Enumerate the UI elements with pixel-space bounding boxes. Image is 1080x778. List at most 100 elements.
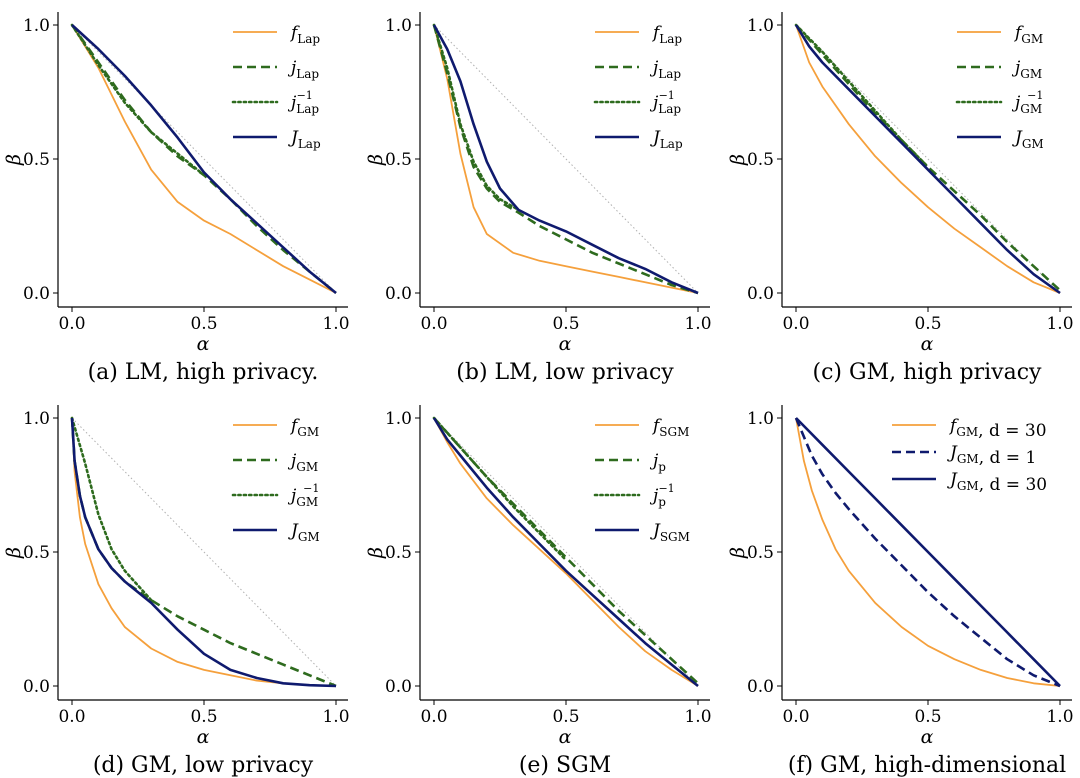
series-line-2 xyxy=(794,417,1061,688)
legend-label: JGM, d = 30 xyxy=(947,470,1047,495)
legend-label: fLap xyxy=(651,23,682,46)
legend: fSGM jp jp−1 JSGM xyxy=(593,416,690,544)
reference-diagonal xyxy=(433,24,699,294)
chart-panel-1: 0.0 0.5 1.0 0.0 0.5 1.0 α β fLap jLap jLap−1 JLap (a… xyxy=(3,12,350,385)
x-axis-label: α xyxy=(921,333,934,355)
y-tick-label: 1.0 xyxy=(747,409,774,429)
x-tick-label: 0.5 xyxy=(190,707,217,727)
legend-label: jGM xyxy=(1011,58,1042,81)
legend: fGM jGM jGM−1 JGM xyxy=(231,416,320,544)
x-axis-label: α xyxy=(559,333,572,355)
y-axis-label: β xyxy=(3,547,25,559)
x-tick-label: 1.0 xyxy=(322,314,349,334)
series-line-4 xyxy=(432,417,699,688)
panel-caption: (c) GM, high privacy xyxy=(813,360,1043,385)
x-tick-label: 1.0 xyxy=(1046,314,1073,334)
x-tick-label: 1.0 xyxy=(684,707,711,727)
reference-diagonal xyxy=(795,24,1061,294)
panel-caption: (a) LM, high privacy. xyxy=(88,360,319,385)
chart-panel-2: 0.0 0.5 1.0 0.0 0.5 1.0 α β fLap jLap jLap−1 JLap (b… xyxy=(365,12,712,385)
series-line-2 xyxy=(433,417,699,685)
legend-label: fGM xyxy=(1013,23,1043,46)
legend-label: jGM−1 xyxy=(287,482,319,509)
x-tick-label: 0.5 xyxy=(914,314,941,334)
panel-caption: (f) GM, high-dimensional xyxy=(788,753,1066,778)
y-tick-label: 1.0 xyxy=(385,409,412,429)
x-tick-label: 0.0 xyxy=(782,707,809,727)
y-tick-label: 1.0 xyxy=(23,409,50,429)
legend-label: fSGM xyxy=(651,416,689,439)
series-line-1 xyxy=(433,417,699,687)
y-tick-label: 0.0 xyxy=(747,284,774,304)
legend: fLap jLap jLap−1 JLap xyxy=(231,23,321,151)
legend-label: jLap xyxy=(649,58,681,81)
series-line-3 xyxy=(794,23,930,169)
reference-diagonal xyxy=(433,417,699,687)
legend-label: jp xyxy=(649,451,666,474)
series-line-1 xyxy=(795,417,1061,687)
legend-label: jLap−1 xyxy=(287,89,319,116)
y-tick-label: 0.5 xyxy=(23,150,50,170)
y-tick-label: 0.5 xyxy=(23,543,50,563)
x-axis-label: α xyxy=(197,726,210,748)
legend: fGM jGM jGM−1 JGM xyxy=(955,23,1044,151)
y-tick-label: 0.0 xyxy=(23,677,50,697)
x-tick-label: 0.0 xyxy=(420,707,447,727)
y-tick-label: 1.0 xyxy=(23,16,50,36)
x-tick-label: 1.0 xyxy=(684,314,711,334)
x-axis-label: α xyxy=(559,726,572,748)
legend: fLap jLap jLap−1 JLap xyxy=(593,23,683,151)
legend-label: fGM xyxy=(289,416,319,439)
reference-diagonal xyxy=(71,24,337,294)
x-tick-label: 0.0 xyxy=(420,314,447,334)
y-axis-label: β xyxy=(3,154,25,166)
series-line-2 xyxy=(795,24,1061,292)
x-tick-label: 0.0 xyxy=(782,314,809,334)
series-line-3 xyxy=(70,416,153,602)
y-tick-label: 1.0 xyxy=(747,16,774,36)
series-line-3 xyxy=(432,23,520,212)
legend-label: jLap−1 xyxy=(649,89,681,116)
x-tick-label: 0.0 xyxy=(58,707,85,727)
series-line-3 xyxy=(795,417,1061,687)
x-axis-label: α xyxy=(921,726,934,748)
panel-caption: (e) SGM xyxy=(519,753,611,778)
series-line-4 xyxy=(794,24,1061,295)
legend-label: jp−1 xyxy=(649,482,675,509)
y-tick-label: 0.0 xyxy=(747,677,774,697)
x-tick-label: 0.5 xyxy=(552,314,579,334)
y-tick-label: 0.5 xyxy=(747,150,774,170)
chart-panel-5: 0.0 0.5 1.0 0.0 0.5 1.0 α β fSGM jp jp−1 JSGM (e) SG… xyxy=(365,405,712,778)
chart-panel-3: 0.0 0.5 1.0 0.0 0.5 1.0 α β fGM jGM jGM−1 JGM (c) GM… xyxy=(727,12,1074,385)
series-line-4 xyxy=(432,24,699,295)
y-axis-label: β xyxy=(365,154,387,166)
x-tick-label: 0.5 xyxy=(914,707,941,727)
legend-label: jLap xyxy=(287,58,319,81)
y-tick-label: 0.5 xyxy=(385,150,412,170)
legend-label: JGM xyxy=(1012,128,1044,151)
x-tick-label: 1.0 xyxy=(322,707,349,727)
y-axis-label: β xyxy=(365,547,387,559)
x-tick-label: 0.0 xyxy=(58,314,85,334)
legend-label: JGM xyxy=(288,521,320,544)
chart-panel-4: 0.0 0.5 1.0 0.0 0.5 1.0 α β fGM jGM jGM−1 JGM (d) GM… xyxy=(3,405,350,778)
series-line-4 xyxy=(70,417,337,688)
x-axis-label: α xyxy=(197,333,210,355)
legend-label: fLap xyxy=(289,23,320,46)
series-line-3 xyxy=(432,416,568,562)
panel-caption: (d) GM, low privacy xyxy=(93,753,314,778)
y-tick-label: 0.5 xyxy=(747,543,774,563)
y-tick-label: 0.0 xyxy=(385,677,412,697)
legend-label: JLap xyxy=(288,128,321,151)
y-tick-label: 0.0 xyxy=(385,284,412,304)
reference-diagonal xyxy=(71,417,337,687)
panel-caption: (b) LM, low privacy xyxy=(456,360,674,385)
y-axis-label: β xyxy=(727,547,749,559)
x-tick-label: 0.5 xyxy=(552,707,579,727)
y-tick-label: 0.5 xyxy=(385,543,412,563)
series-line-1 xyxy=(71,24,337,294)
series-line-3 xyxy=(70,23,206,177)
